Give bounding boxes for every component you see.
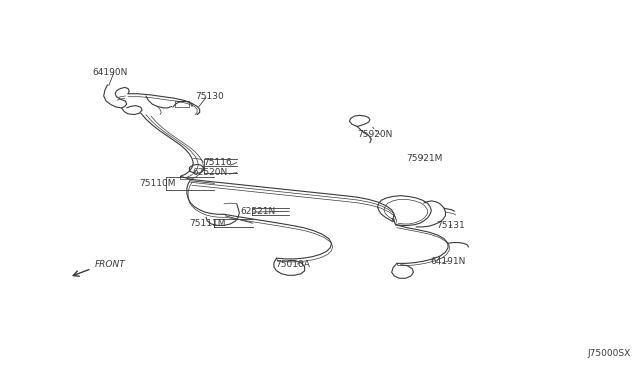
Text: 75920N: 75920N [357, 130, 392, 139]
Text: 75010A: 75010A [275, 260, 310, 269]
Text: 75111M: 75111M [189, 219, 225, 228]
Text: FRONT: FRONT [95, 260, 125, 269]
Text: 75131: 75131 [436, 221, 465, 230]
Text: 64191N: 64191N [430, 257, 465, 266]
Text: 75116: 75116 [204, 158, 232, 167]
Text: J75000SX: J75000SX [587, 349, 630, 358]
Text: 75921M: 75921M [406, 154, 443, 163]
Text: 62521N: 62521N [240, 207, 275, 216]
Text: 64190N: 64190N [93, 68, 128, 77]
Text: 62520N: 62520N [192, 169, 227, 177]
Text: 75110M: 75110M [140, 179, 176, 187]
Text: 75130: 75130 [195, 92, 224, 101]
